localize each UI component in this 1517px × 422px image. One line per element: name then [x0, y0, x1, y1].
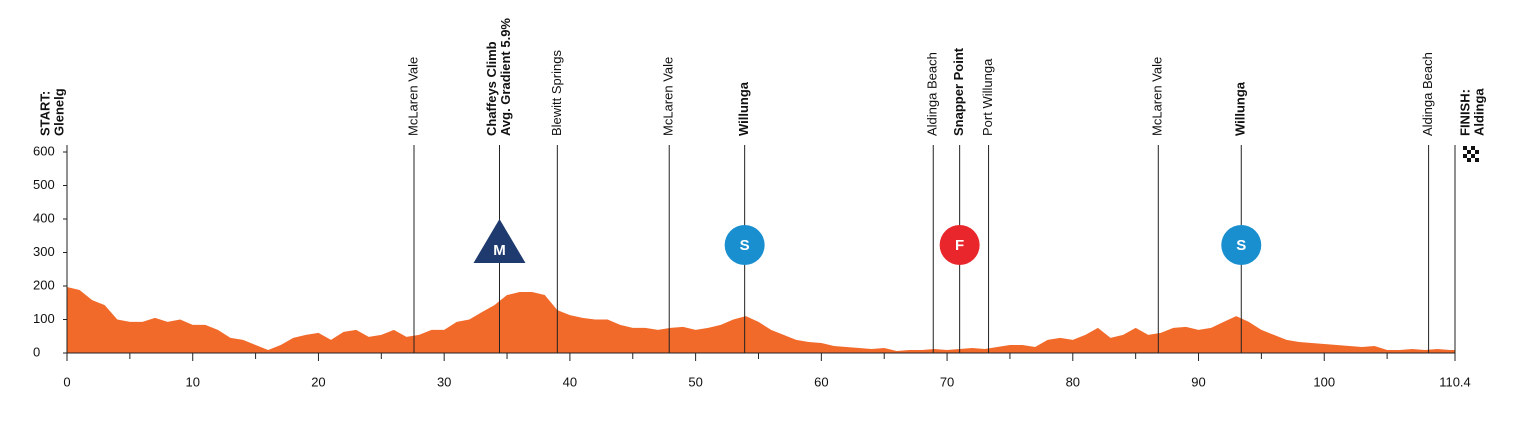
elevation-area	[67, 287, 1455, 353]
x-tick-label: 0	[63, 374, 70, 389]
y-tick-label: 200	[33, 277, 55, 292]
landmark-label: Willunga	[1233, 81, 1248, 136]
landmark-label: McLaren Vale	[405, 57, 420, 136]
landmark-label: Aldinga	[1471, 88, 1486, 136]
y-tick-label: 600	[33, 143, 55, 158]
landmark-label: FINISH:	[1457, 89, 1472, 136]
x-tick-label: 60	[814, 374, 828, 389]
sprint-marker	[1221, 225, 1262, 265]
finish-flag	[1475, 150, 1479, 154]
finish-flag	[1467, 150, 1471, 154]
y-tick-label: 100	[33, 311, 55, 326]
x-tick-label: 20	[311, 374, 325, 389]
landmark-label: Aldinga Beach	[925, 52, 940, 136]
sprint-marker	[724, 225, 765, 265]
finish-flag	[1467, 154, 1471, 158]
landmark-label: START:	[37, 91, 52, 136]
finish-flag	[1475, 146, 1479, 150]
landmark-label: McLaren Vale	[661, 57, 676, 136]
finish-flag	[1463, 158, 1467, 162]
sprint-marker	[939, 225, 980, 265]
finish-flag	[1475, 158, 1479, 162]
marker-letter: M	[493, 242, 506, 259]
finish-flag	[1471, 150, 1475, 154]
x-tick-label: 90	[1191, 374, 1205, 389]
finish-flag	[1471, 154, 1475, 158]
x-tick-label: 110.4	[1439, 374, 1471, 389]
landmark-label: Blewitt Springs	[549, 50, 564, 136]
finish-flag	[1467, 158, 1471, 162]
y-tick-label: 300	[33, 244, 55, 259]
x-tick-label: 40	[563, 374, 577, 389]
x-tick-label: 10	[185, 374, 199, 389]
finish-flag	[1467, 146, 1471, 150]
landmark-label: McLaren Vale	[1150, 57, 1165, 136]
x-tick-label: 80	[1066, 374, 1080, 389]
finish-flag	[1475, 154, 1479, 158]
marker-letter: S	[1236, 237, 1246, 254]
y-tick-label: 500	[33, 177, 55, 192]
y-tick-label: 400	[33, 210, 55, 225]
x-tick-label: 50	[688, 374, 702, 389]
landmark-label: Avg. Gradient 5.9%	[498, 18, 513, 136]
landmark-label: Aldinga Beach	[1420, 52, 1435, 136]
marker-letter: S	[740, 237, 750, 254]
finish-flag	[1463, 150, 1467, 154]
finish-flag	[1463, 154, 1467, 158]
landmark-label: Chaffeys Climb	[484, 41, 499, 136]
x-tick-label: 30	[437, 374, 451, 389]
finish-flag	[1471, 146, 1475, 150]
climb-marker	[473, 219, 526, 263]
finish-flag	[1463, 146, 1467, 150]
finish-flag	[1471, 158, 1475, 162]
marker-letter: F	[955, 237, 964, 254]
y-tick-label: 0	[33, 344, 40, 359]
x-tick-label: 100	[1313, 374, 1335, 389]
landmark-label: Glenelg	[51, 88, 66, 136]
landmark-label: Port Willunga	[980, 58, 995, 136]
landmark-label: Snapper Point	[951, 47, 966, 136]
landmark-label: Willunga	[736, 81, 751, 136]
x-tick-label: 70	[940, 374, 954, 389]
